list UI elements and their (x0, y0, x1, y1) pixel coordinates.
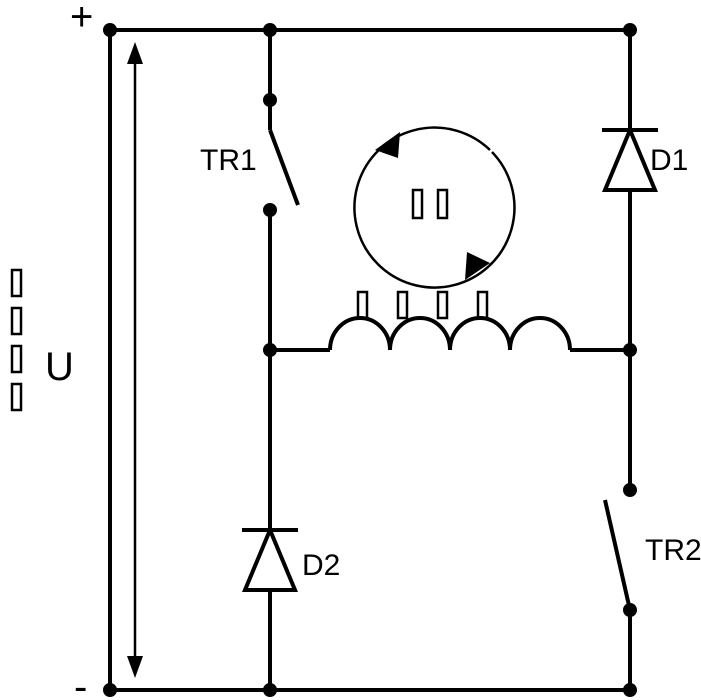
node (623, 683, 637, 697)
motor-arrow-1 (375, 132, 400, 158)
src-mark-4 (12, 384, 21, 410)
gap-mark-1 (358, 292, 367, 318)
node (103, 683, 117, 697)
u-label: U (45, 345, 74, 389)
src-mark-2 (12, 308, 21, 334)
node (623, 23, 637, 37)
gap-mark-3 (438, 292, 447, 318)
node (623, 343, 637, 357)
node (623, 603, 637, 617)
u-arrow-bottom (127, 656, 143, 678)
gap-mark-4 (478, 292, 487, 318)
minus-label: - (74, 665, 87, 700)
tr2-switch (605, 500, 630, 610)
tr2-label: TR2 (645, 534, 701, 567)
motor-mark-2 (438, 190, 447, 218)
d2-triangle (245, 530, 295, 590)
u-arrow-top (127, 42, 143, 64)
d1-triangle (605, 130, 655, 190)
d1-label: D1 (650, 144, 688, 177)
node (103, 23, 117, 37)
plus-label: + (70, 0, 93, 39)
node (263, 93, 277, 107)
src-mark-1 (12, 270, 21, 296)
tr1-switch (270, 130, 298, 205)
node (263, 203, 277, 217)
node (263, 23, 277, 37)
d2-label: D2 (302, 549, 340, 582)
gap-mark-2 (398, 292, 407, 318)
node (623, 483, 637, 497)
circuit-diagram: + - U TR1 D1 D2 TR2 (0, 0, 701, 700)
node (263, 683, 277, 697)
src-mark-3 (12, 346, 21, 372)
inductor-coils (330, 318, 570, 350)
motor-circle (354, 128, 514, 288)
node (263, 343, 277, 357)
tr1-label: TR1 (200, 144, 257, 177)
motor-mark-1 (413, 190, 422, 218)
